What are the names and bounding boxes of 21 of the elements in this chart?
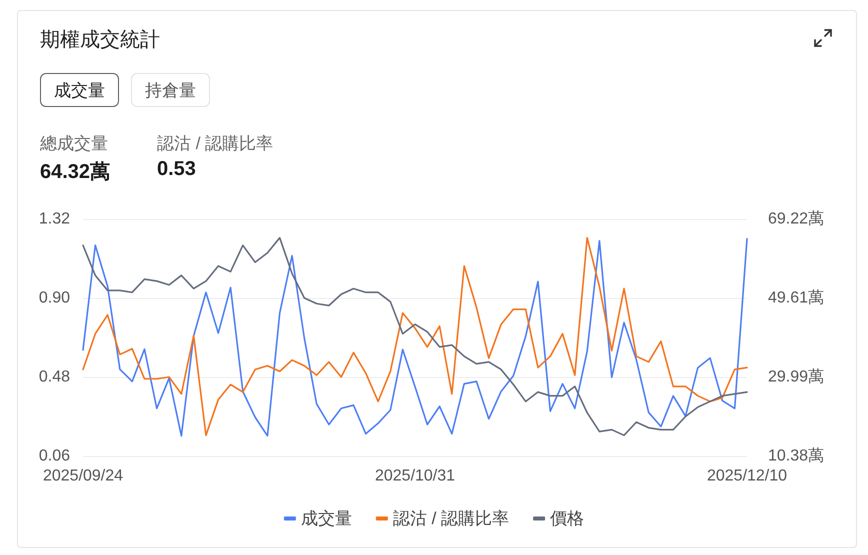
y2-tick-label: 49.61萬 bbox=[768, 288, 824, 306]
legend-label: 認沽 / 認購比率 bbox=[392, 509, 510, 528]
selected-tab[interactable]: 成交量 bbox=[40, 73, 119, 107]
text: 認沽 / 認購比率 bbox=[157, 133, 274, 155]
y2-tick-label: 29.99萬 bbox=[768, 368, 824, 386]
x-tick-label: 2025/12/10 bbox=[706, 468, 788, 484]
y2-tick-label: 10.38萬 bbox=[768, 446, 824, 464]
text: 64.32萬 bbox=[40, 160, 110, 185]
tab[interactable]: 持倉量 bbox=[131, 73, 210, 107]
y-tick-label: 0.48 bbox=[38, 368, 70, 386]
y2-tick-label: 69.22萬 bbox=[768, 210, 824, 228]
legend-label: 成交量 bbox=[300, 509, 352, 528]
y-tick-label: 0.90 bbox=[38, 290, 70, 306]
legend-label: 價格 bbox=[550, 509, 584, 528]
x-tick-label: 2025/10/31 bbox=[374, 468, 456, 484]
y-tick-label: 0.06 bbox=[38, 448, 70, 464]
chart-title: 期權成交統計 bbox=[40, 28, 160, 53]
text: 總成交量 bbox=[40, 133, 108, 155]
y-tick-label: 1.32 bbox=[38, 210, 70, 228]
x-tick-label: 2025/09/24 bbox=[42, 468, 124, 484]
text: 0.53 bbox=[157, 158, 196, 181]
